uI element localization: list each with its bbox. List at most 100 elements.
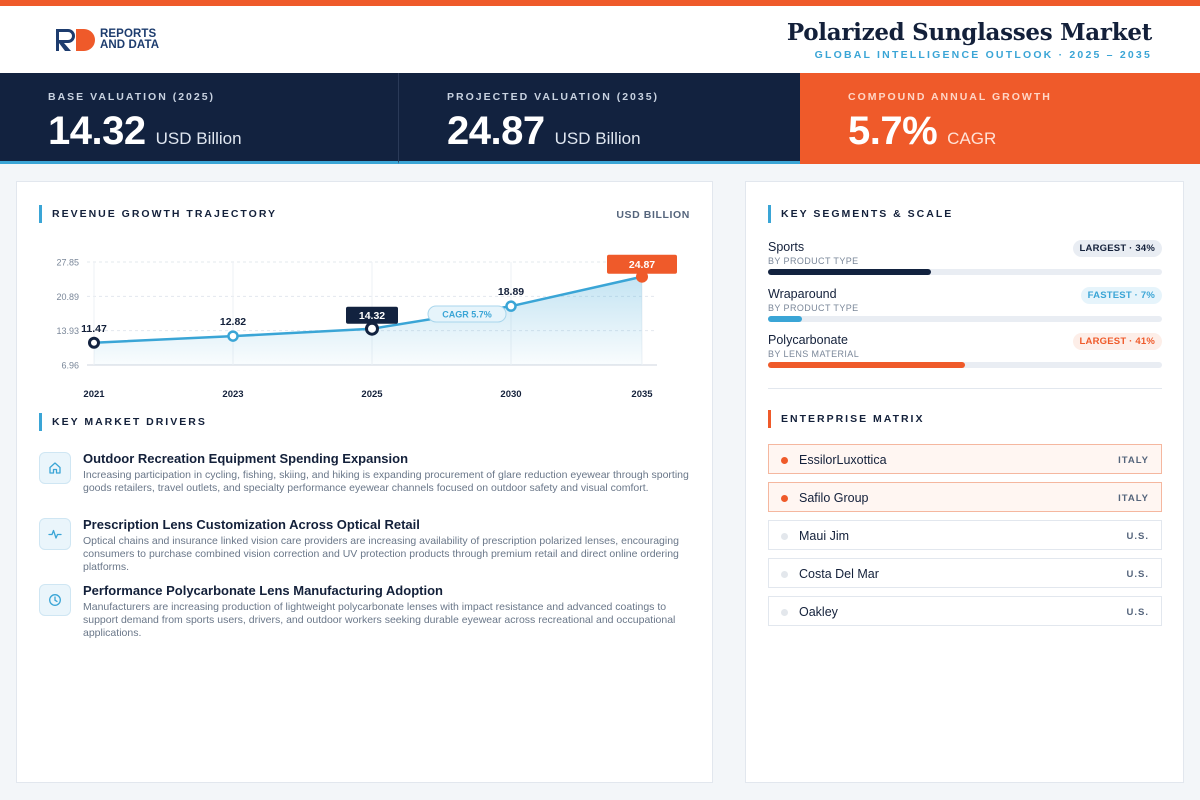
driver-description: Optical chains and insurance linked visi… [83,535,679,573]
status-dot [781,457,788,464]
top-accent-strip [0,0,1200,6]
segment-bar-fill [768,362,965,368]
enterprise-name: Oakley [799,605,838,619]
kpi-projected-valuation: PROJECTED VALUATION (2035) 24.87 USD Bil… [399,73,800,164]
driver-title: Performance Polycarbonate Lens Manufactu… [83,583,443,598]
driver-item: Performance Polycarbonate Lens Manufactu… [39,582,699,648]
home-icon [39,452,71,484]
revenue-card: REVENUE GROWTH TRAJECTORY USD BILLION 6.… [16,181,713,783]
status-dot [781,495,788,502]
brand-line-1: REPORTS [100,28,157,40]
data-label: 18.89 [498,286,524,298]
x-tick-label: 2025 [361,389,383,400]
driver-item: Outdoor Recreation Equipment Spending Ex… [39,450,699,516]
segment-sports: Sports BY PRODUCT TYPE LARGEST · 34% [768,240,1162,280]
x-tick-label: 2021 [83,389,105,400]
kpi-value: 5.7% [848,109,938,153]
segment-name: Sports [768,240,805,254]
section-divider [768,388,1162,389]
enterprise-row[interactable]: Costa Del Mar U.S. [768,558,1162,588]
enterprise-country: U.S. [1126,607,1149,618]
data-label-box [607,254,677,274]
kpi-cagr: COMPOUND ANNUAL GROWTH 5.7% CAGR [800,73,1200,164]
y-tick-label: 27.85 [56,258,79,268]
brand-logo: REPORTS AND DATA [54,27,159,53]
data-label-box [346,306,398,324]
enterprise-country: U.S. [1126,569,1149,580]
cagr-annotation-text: CAGR 5.7% [442,310,492,320]
segment-name: Wraparound [768,287,837,301]
header: REPORTS AND DATA Polarized Sunglasses Ma… [0,6,1200,73]
clock-icon [39,584,71,616]
kpi-band: BASE VALUATION (2025) 14.32 USD Billion … [0,73,1200,164]
y-tick-label: 13.93 [56,326,79,336]
segments-section-title: KEY SEGMENTS & SCALE [768,205,953,223]
segment-badge: LARGEST · 34% [1072,240,1162,257]
data-point [88,336,100,349]
driver-title: Outdoor Recreation Equipment Spending Ex… [83,451,409,466]
segment-bar-track [768,316,1162,322]
kpi-unit: USD Billion [554,129,641,148]
enterprise-country: U.S. [1126,531,1149,542]
series-area [94,276,642,365]
kpi-value: 24.87 [447,109,545,153]
enterprise-name: EssilorLuxottica [799,453,887,467]
segment-bar-fill [768,316,802,322]
x-tick-label: 2035 [631,389,653,400]
x-tick-label: 2023 [222,389,243,400]
page-subtitle: GLOBAL INTELLIGENCE OUTLOOK · 2025 – 203… [814,49,1152,61]
brand-logo-mark-icon [56,29,95,51]
pulse-icon [39,518,71,550]
segment-category: BY PRODUCT TYPE [768,303,859,313]
status-dot [781,533,788,540]
revenue-section-title: REVENUE GROWTH TRAJECTORY [39,205,277,223]
kpi-unit: CAGR [947,129,997,148]
enterprise-country: ITALY [1118,455,1149,466]
page-title: Polarized Sunglasses Market [786,19,1152,46]
segment-badge: LARGEST · 41% [1072,333,1162,350]
segment-category: BY PRODUCT TYPE [768,256,859,266]
driver-title: Prescription Lens Customization Across O… [83,517,420,532]
status-dot [781,609,788,616]
kpi-label: COMPOUND ANNUAL GROWTH [848,91,1052,103]
segments-card: KEY SEGMENTS & SCALE Sports BY PRODUCT T… [745,181,1184,783]
enterprise-row[interactable]: EssilorLuxottica ITALY [768,444,1162,474]
segment-bar-fill [768,269,932,275]
data-label: 24.87 [629,259,655,271]
cagr-annotation-pill [427,305,507,323]
data-label: 12.82 [220,316,246,328]
x-tick-label: 2030 [500,389,521,400]
segment-bar-track [768,269,1162,275]
enterprise-row[interactable]: Safilo Group ITALY [768,482,1162,512]
drivers-list: Outdoor Recreation Equipment Spending Ex… [39,450,699,648]
segment-wraparound: Wraparound BY PRODUCT TYPE FASTEST · 7% [768,287,1162,327]
enterprise-section-title: ENTERPRISE MATRIX [768,410,924,428]
data-point [365,321,379,336]
data-point [505,300,517,312]
driver-description: Manufacturers are increasing production … [83,601,676,639]
kpi-label: BASE VALUATION (2025) [48,91,216,103]
status-dot [781,571,788,578]
kpi-unit: USD Billion [155,129,242,148]
segment-bar-track [768,362,1162,368]
enterprise-row[interactable]: Oakley U.S. [768,596,1162,626]
enterprise-country: ITALY [1118,493,1149,504]
brand-line-2: AND DATA [100,39,160,51]
segment-badge: FASTEST · 7% [1080,287,1162,304]
data-label: 11.47 [81,323,107,335]
chart-unit-label: USD BILLION [616,209,690,221]
segment-category: BY LENS MATERIAL [768,349,860,359]
kpi-label: PROJECTED VALUATION (2035) [447,91,660,103]
drivers-section-title: KEY MARKET DRIVERS [39,413,207,431]
enterprise-row[interactable]: Maui Jim U.S. [768,520,1162,550]
kpi-value: 14.32 [48,109,146,153]
segment-name: Polycarbonate [768,333,848,347]
driver-item: Prescription Lens Customization Across O… [39,516,699,582]
driver-description: Increasing participation in cycling, fis… [83,469,689,494]
segment-polycarbonate: Polycarbonate BY LENS MATERIAL LARGEST ·… [768,333,1162,373]
data-label: 14.32 [359,310,385,322]
enterprise-name: Safilo Group [799,491,869,505]
enterprise-name: Costa Del Mar [799,567,879,581]
enterprise-name: Maui Jim [799,529,850,543]
